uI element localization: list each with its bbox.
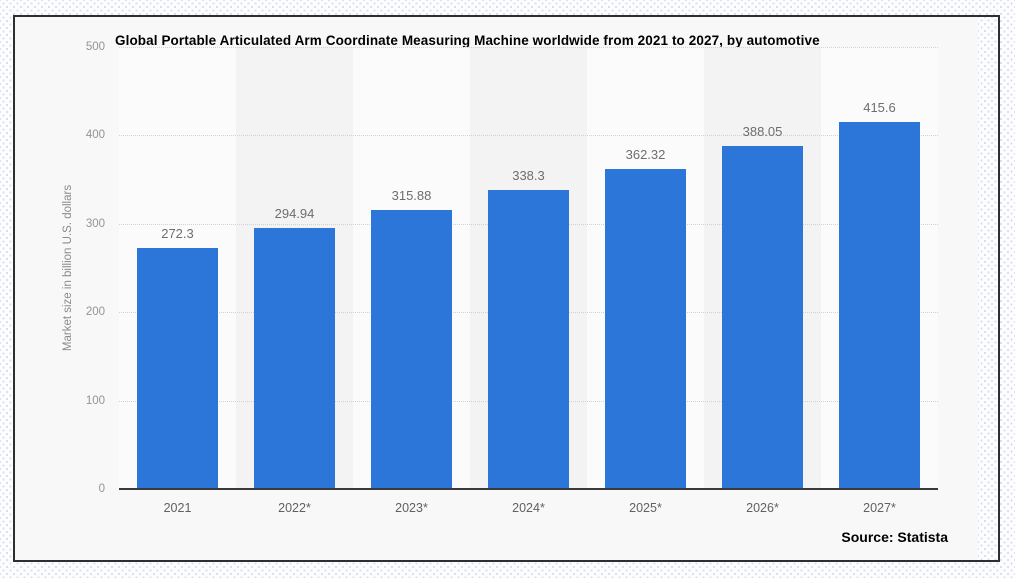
bar-2021[interactable]: [136, 248, 219, 489]
bar-column: 338.3: [470, 47, 587, 489]
bar-2026[interactable]: [721, 145, 804, 489]
bar-2027[interactable]: [838, 121, 921, 489]
gridline: [119, 135, 938, 137]
y-tick-label: 100: [85, 394, 105, 407]
x-tick-label: 2023*: [395, 501, 428, 515]
x-tick-label: 2026*: [746, 501, 779, 515]
y-tick-label: 300: [85, 217, 105, 230]
x-tick-label: 2024*: [512, 501, 545, 515]
bar-value-label: 294.94: [274, 206, 315, 222]
x-tick-label: 2021: [163, 501, 192, 515]
y-tick-label: 0: [98, 483, 105, 495]
bar-column: 272.3: [119, 47, 236, 489]
bar-value-label: 315.88: [391, 187, 432, 203]
x-axis-tick-labels: 2021 2022* 2023* 2024* 2025* 2026* 2027*: [119, 500, 938, 516]
x-tick-label: 2025*: [629, 501, 662, 515]
y-tick-label: 200: [85, 306, 105, 319]
y-tick-label: 500: [85, 41, 105, 53]
bar-2024[interactable]: [487, 189, 570, 489]
card-right-texture-strip: [978, 17, 998, 560]
gridline: [119, 47, 938, 48]
x-tick-label: 2027*: [863, 501, 896, 515]
bar-column: 315.88: [353, 47, 470, 489]
x-tick-label: 2022*: [278, 501, 311, 515]
bar-2025[interactable]: [604, 168, 687, 489]
bar-value-label: 272.3: [161, 226, 194, 242]
bar-column: 362.32: [587, 47, 704, 489]
chart-title: Global Portable Articulated Arm Coordina…: [115, 33, 820, 48]
plot-area: 272.3 294.94 315.88 338.3 362.32 388.05 415.6: [119, 47, 938, 489]
bar-value-label: 388.05: [742, 123, 783, 139]
bar-column: 294.94: [236, 47, 353, 489]
y-tick-label: 400: [85, 129, 105, 142]
x-axis-line: [119, 488, 938, 490]
bar-value-label: 415.6: [863, 99, 896, 115]
bar-value-label: 362.32: [625, 146, 666, 162]
source-credit: Source: Statista: [841, 529, 948, 545]
bar-value-label: 338.3: [512, 167, 545, 183]
bar-column: 388.05: [704, 47, 821, 489]
bar-column: 415.6: [821, 47, 938, 489]
bar-2022[interactable]: [253, 228, 336, 489]
y-axis-title: Market size in billion U.S. dollars: [62, 184, 74, 352]
bar-2023[interactable]: [370, 209, 453, 489]
